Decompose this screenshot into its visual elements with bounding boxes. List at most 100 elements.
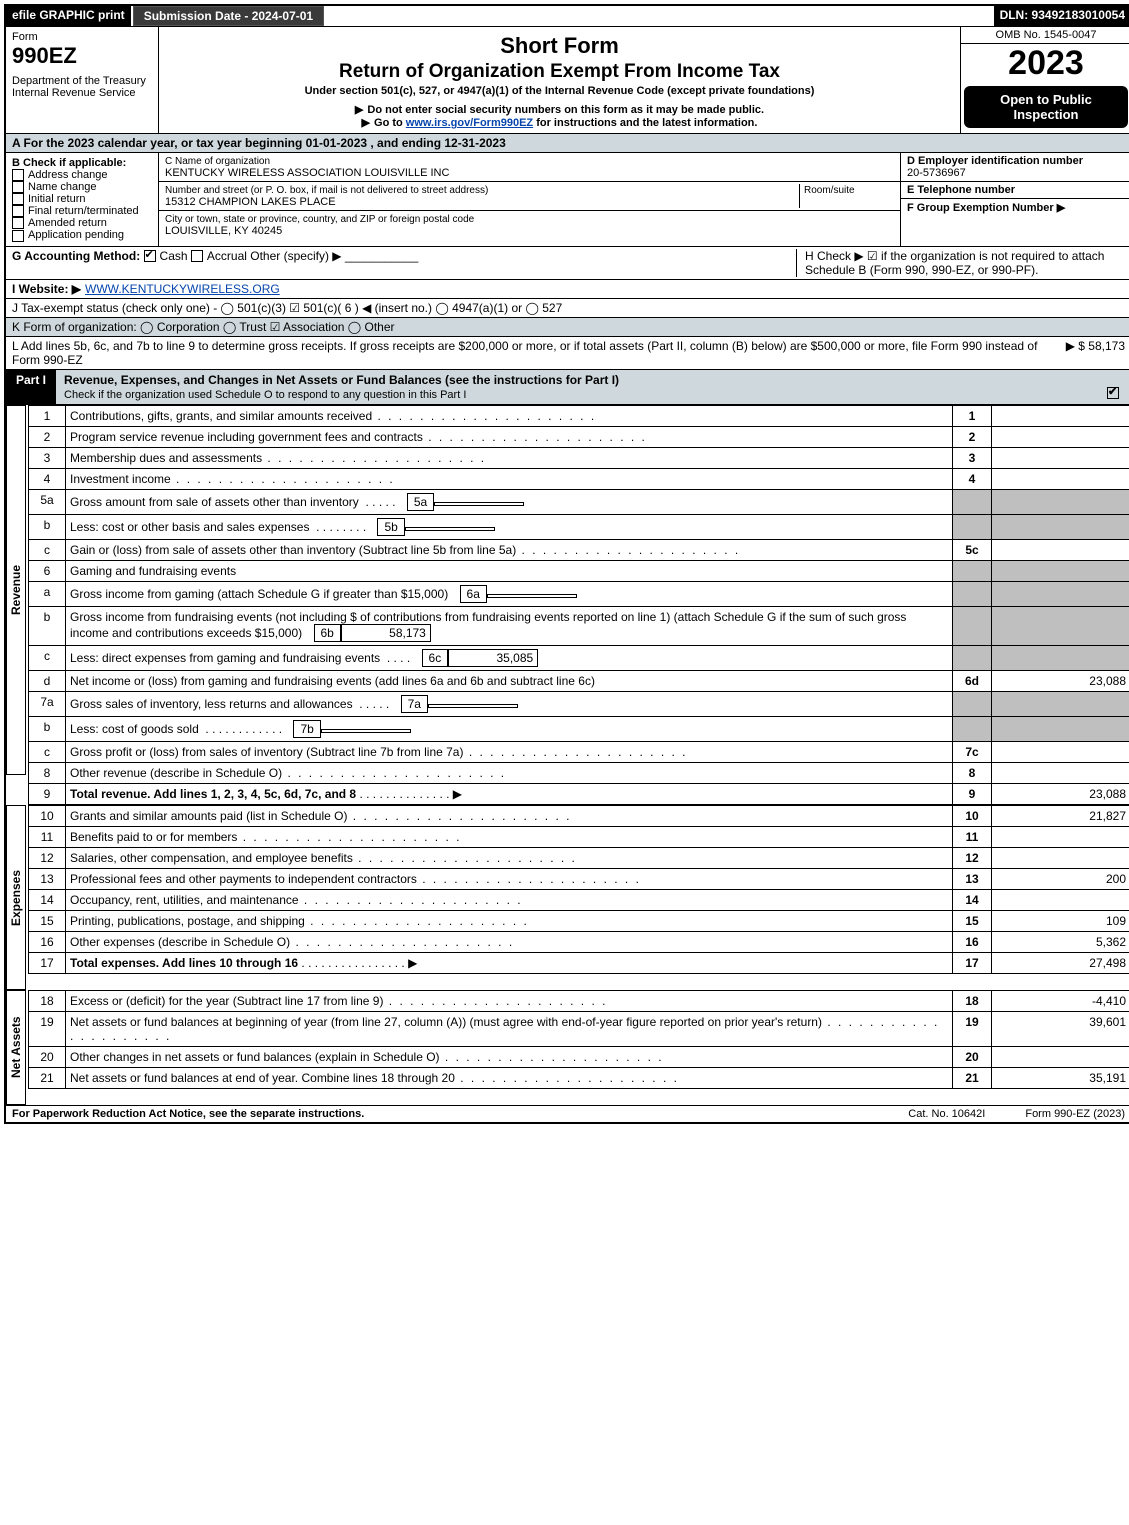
box-B: B Check if applicable: Address change Na… [6,153,159,246]
line-G-H: G Accounting Method: Cash Accrual Other … [6,247,1129,280]
netassets-section: Net Assets 18Excess or (deficit) for the… [6,990,1129,1105]
chk-cash[interactable] [144,250,156,262]
top-bar: efile GRAPHIC print Submission Date - 20… [6,6,1129,27]
l6a-sub: 6a [460,585,487,603]
l6b-subval: 58,173 [341,624,431,642]
line-H: H Check ▶ ☑ if the organization is not r… [796,249,1125,277]
footer-right: Form 990-EZ (2023) [1025,1108,1125,1120]
note-ssn: Do not enter social security numbers on … [165,103,954,116]
l6c-desc: Less: direct expenses from gaming and fu… [70,651,380,665]
expenses-table: 10Grants and similar amounts paid (list … [28,805,1129,974]
table-row: 19Net assets or fund balances at beginni… [29,1011,1129,1046]
table-row: 3Membership dues and assessments3 [29,447,1129,468]
l5a-sub: 5a [407,493,434,511]
l5b-desc: Less: cost or other basis and sales expe… [70,520,309,534]
box-DEF: D Employer identification number 20-5736… [900,153,1129,246]
l6c-sub: 6c [422,649,449,667]
addr-label: Number and street (or P. O. box, if mail… [165,185,488,196]
chk-final[interactable] [12,205,24,217]
i-label: I Website: ▶ [12,282,81,296]
header-right: OMB No. 1545-0047 2023 Open to Public In… [960,27,1129,133]
table-row: 13Professional fees and other payments t… [29,868,1129,889]
table-row: 12Salaries, other compensation, and empl… [29,847,1129,868]
opt-other: Other (specify) ▶ [250,249,341,263]
part-i-tab: Part I [6,370,56,404]
table-row: 15Printing, publications, postage, and s… [29,910,1129,931]
revenue-section: Revenue 1Contributions, gifts, grants, a… [6,405,1129,805]
table-row: 1Contributions, gifts, grants, and simil… [29,405,1129,426]
line-L-val: ▶ $ 58,173 [1066,339,1125,353]
block-BCDEF: B Check if applicable: Address change Na… [6,153,1129,247]
g-label: G Accounting Method: [12,249,140,263]
submission-date: Submission Date - 2024-07-01 [133,6,324,26]
l9-desc: Total revenue. Add lines 1, 2, 3, 4, 5c,… [70,787,356,801]
website-link[interactable]: WWW.KENTUCKYWIRELESS.ORG [85,282,280,296]
line-L-text: L Add lines 5b, 6c, and 7b to line 9 to … [12,339,1066,367]
table-row: 9Total revenue. Add lines 1, 2, 3, 4, 5c… [29,783,1129,804]
dept-line1: Department of the Treasury [12,75,152,87]
table-row: 17Total expenses. Add lines 10 through 1… [29,952,1129,973]
line-K: K Form of organization: ◯ Corporation ◯ … [6,318,1129,337]
page-footer: For Paperwork Reduction Act Notice, see … [6,1105,1129,1122]
l6a-desc: Gross income from gaming (attach Schedul… [70,587,448,601]
expenses-vlabel: Expenses [6,805,26,990]
chk-name-change[interactable] [12,181,24,193]
table-row: cGain or (loss) from sale of assets othe… [29,539,1129,560]
chk-initial[interactable] [12,193,24,205]
line-L: L Add lines 5b, 6c, and 7b to line 9 to … [6,337,1129,370]
org-street: 15312 CHAMPION LAKES PLACE [165,196,336,208]
d-label: D Employer identification number [907,155,1083,167]
dln: DLN: 93492183010054 [994,6,1129,26]
table-row: dNet income or (loss) from gaming and fu… [29,670,1129,691]
revenue-vlabel: Revenue [6,405,26,775]
table-row: bLess: cost or other basis and sales exp… [29,514,1129,539]
chk-address-change[interactable] [12,169,24,181]
chk-pending[interactable] [12,230,24,242]
c-label: C Name of organization [165,156,270,167]
table-row: 4Investment income4 [29,468,1129,489]
table-row: cGross profit or (loss) from sales of in… [29,741,1129,762]
l6a-subval [487,594,577,598]
omb-number: OMB No. 1545-0047 [961,27,1129,44]
form-number: 990EZ [12,43,152,69]
form-header: Form 990EZ Department of the Treasury In… [6,27,1129,134]
chk-schedule-o[interactable] [1107,387,1119,399]
room-label: Room/suite [804,185,855,196]
table-row: aGross income from gaming (attach Schedu… [29,581,1129,606]
footer-mid: Cat. No. 10642I [908,1108,985,1120]
table-row: cLess: direct expenses from gaming and f… [29,645,1129,670]
opt-pending: Application pending [28,229,124,241]
part-i-title-text: Revenue, Expenses, and Changes in Net As… [64,373,619,387]
line-I: I Website: ▶ WWW.KENTUCKYWIRELESS.ORG [6,280,1129,299]
title-short-form: Short Form [165,33,954,59]
part-i-title: Revenue, Expenses, and Changes in Net As… [56,370,1129,404]
open-public-badge: Open to Public Inspection [964,86,1128,128]
netassets-table: 18Excess or (deficit) for the year (Subt… [28,990,1129,1089]
line-J: J Tax-exempt status (check only one) - ◯… [6,299,1129,318]
chk-accrual[interactable] [191,250,203,262]
opt-final: Final return/terminated [28,205,139,217]
l5b-subval [405,527,495,531]
table-row: 21Net assets or fund balances at end of … [29,1067,1129,1088]
part-i-header: Part I Revenue, Expenses, and Changes in… [6,370,1129,405]
expenses-section: Expenses 10Grants and similar amounts pa… [6,805,1129,990]
table-row: 18Excess or (deficit) for the year (Subt… [29,990,1129,1011]
subtitle: Under section 501(c), 527, or 4947(a)(1)… [165,85,954,97]
l6c-subval: 35,085 [448,649,538,667]
table-row: 5aGross amount from sale of assets other… [29,489,1129,514]
l7b-desc: Less: cost of goods sold [70,722,199,736]
irs-link[interactable]: www.irs.gov/Form990EZ [406,117,533,129]
l17-desc: Total expenses. Add lines 10 through 16 [70,956,298,970]
opt-address-change: Address change [28,169,108,181]
efile-label: efile GRAPHIC print [6,6,131,26]
ein: 20-5736967 [907,167,966,179]
table-row: 7aGross sales of inventory, less returns… [29,691,1129,716]
l7b-sub: 7b [293,720,320,738]
f-label: F Group Exemption Number ▶ [907,202,1065,214]
chk-amended[interactable] [12,217,24,229]
dept-line2: Internal Revenue Service [12,87,152,99]
table-row: 11Benefits paid to or for members11 [29,826,1129,847]
box-b-label: B Check if applicable: [12,157,126,169]
opt-initial: Initial return [28,193,85,205]
l7b-subval [321,729,411,733]
